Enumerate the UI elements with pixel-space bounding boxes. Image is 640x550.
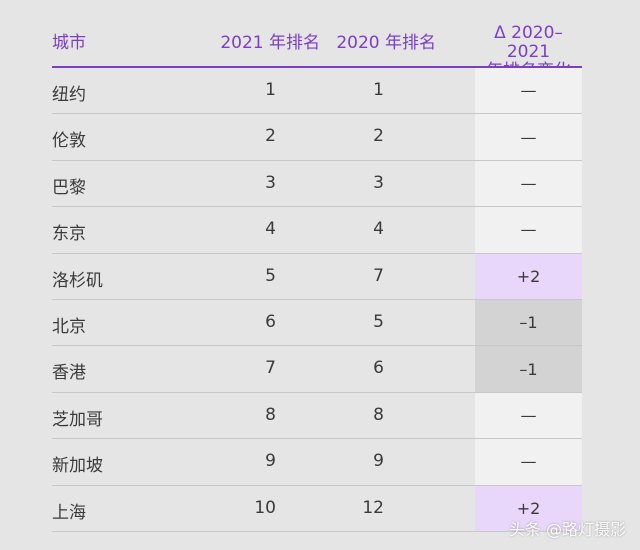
rank-change-cell: — bbox=[475, 68, 582, 114]
rank-2021: 1 bbox=[265, 80, 276, 100]
rank-change-cell: +2 bbox=[475, 485, 582, 531]
table-row: 伦敦 2 2 — bbox=[52, 114, 582, 161]
rank-change-cell: — bbox=[475, 439, 582, 485]
table-row: 上海 10 12 +2 bbox=[52, 485, 582, 532]
city-name: 伦敦 bbox=[52, 131, 86, 152]
table-row: 巴黎 3 3 — bbox=[52, 160, 582, 208]
rank-change-cell: — bbox=[475, 207, 582, 253]
rank-change-cell: — bbox=[475, 114, 582, 160]
rank-2020: 3 bbox=[373, 172, 384, 193]
table-row: 北京 6 5 –1 bbox=[52, 299, 582, 347]
rank-2020: 12 bbox=[362, 497, 384, 518]
rank-change-cell: — bbox=[475, 160, 582, 207]
rank-2021: 9 bbox=[265, 451, 276, 472]
city-name: 北京 bbox=[52, 316, 86, 337]
rank-2021: 2 bbox=[265, 126, 276, 147]
rank-2021: 5 bbox=[265, 265, 276, 286]
rank-2020: 7 bbox=[373, 265, 384, 286]
table-row: 香港 7 6 –1 bbox=[52, 346, 582, 393]
city-name: 香港 bbox=[52, 363, 86, 384]
rank-2021: 6 bbox=[265, 311, 276, 332]
city-name: 新加坡 bbox=[52, 456, 103, 477]
rank-2020: 4 bbox=[373, 219, 384, 240]
rank-2020: 5 bbox=[373, 311, 384, 332]
header-rank-2021: 2021 年排名 bbox=[220, 33, 320, 53]
rank-2020: 1 bbox=[373, 80, 384, 100]
header-change-line1: Δ 2020–2021 bbox=[494, 23, 563, 62]
city-name: 巴黎 bbox=[52, 177, 86, 198]
rank-2020: 6 bbox=[373, 358, 384, 379]
city-name: 纽约 bbox=[52, 85, 86, 105]
table-row: 新加坡 9 9 — bbox=[52, 439, 582, 486]
table-row: 芝加哥 8 8 — bbox=[52, 392, 582, 440]
watermark: 头条 @路灯摄影 bbox=[508, 520, 626, 539]
rank-2021: 8 bbox=[265, 404, 276, 425]
rank-change-cell: +2 bbox=[475, 253, 582, 299]
rank-2021: 10 bbox=[254, 497, 276, 518]
city-name: 上海 bbox=[52, 502, 86, 523]
rank-2020: 9 bbox=[373, 451, 384, 472]
city-name: 东京 bbox=[52, 224, 86, 245]
city-name: 芝加哥 bbox=[52, 409, 103, 430]
rank-change-cell: — bbox=[475, 392, 582, 439]
header-city: 城市 bbox=[52, 33, 86, 53]
rank-change-cell: –1 bbox=[475, 346, 582, 392]
rank-2020: 8 bbox=[373, 404, 384, 425]
city-name: 洛杉矶 bbox=[52, 270, 103, 291]
ranking-table: 城市 2021 年排名 2020 年排名 Δ 2020–2021 年排名变化 纽… bbox=[52, 20, 582, 532]
table-row: 东京 4 4 — bbox=[52, 207, 582, 254]
table-row: 纽约 1 1 — bbox=[52, 68, 582, 115]
table-header: 城市 2021 年排名 2020 年排名 Δ 2020–2021 年排名变化 bbox=[52, 20, 582, 81]
rank-2021: 7 bbox=[265, 358, 276, 379]
rank-2020: 2 bbox=[373, 126, 384, 147]
rank-2021: 4 bbox=[265, 219, 276, 240]
header-rank-2020: 2020 年排名 bbox=[336, 33, 436, 53]
rank-change-cell: –1 bbox=[475, 299, 582, 346]
rank-2021: 3 bbox=[265, 172, 276, 193]
table-row: 洛杉矶 5 7 +2 bbox=[52, 253, 582, 300]
table-body: 纽约 1 1— 伦敦 2 2— 巴黎 3 3— 东京 4 4— 洛杉矶 5 7 +2 北京 6 5 –1 香港 7 6 –1 芝… bbox=[52, 68, 582, 532]
